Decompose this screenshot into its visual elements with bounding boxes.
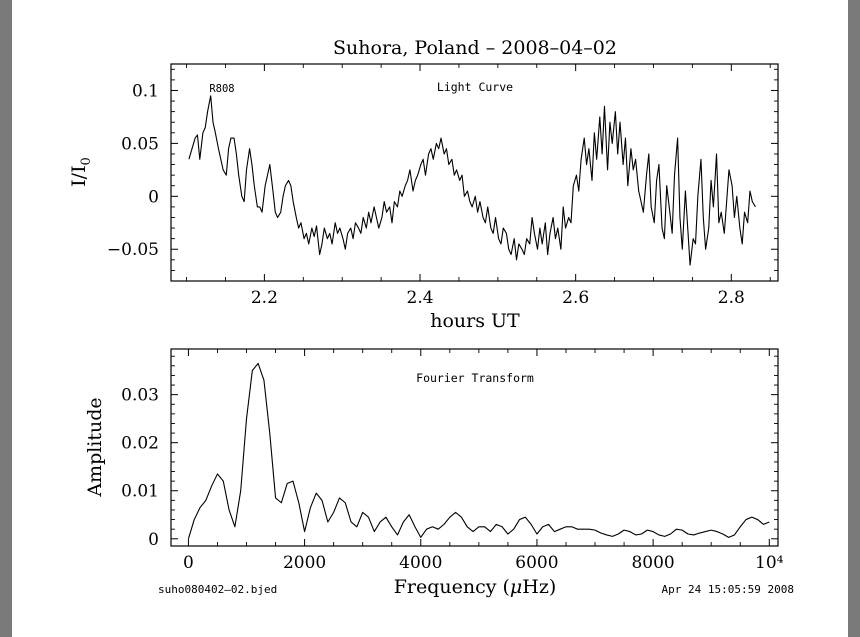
top-y-axis-label-main: I/I [68, 165, 90, 186]
bottom-axis-ticks: 0 2000 4000 6000 8000 10⁴ 0 0.01 0.02 0.03 [121, 349, 784, 573]
light-curve-line [188, 95, 756, 266]
bottom-x-tick-label: 2000 [283, 553, 326, 573]
top-y-tick-label: −0.05 [107, 240, 159, 260]
top-x-tick-label: 2.8 [718, 288, 745, 308]
top-x-tick-label: 2.4 [407, 288, 434, 308]
top-y-tick-label: 0 [148, 187, 159, 207]
bottom-y-tick-label: 0.02 [121, 434, 159, 454]
light-curve-annotation: Light Curve [437, 80, 513, 94]
top-plot-frame [170, 63, 779, 282]
bottom-y-tick-label: 0.03 [121, 386, 159, 406]
fourier-amplitude-line [187, 362, 770, 539]
freq-label-mu: μ [510, 576, 522, 598]
bottom-x-tick-label: 4000 [399, 553, 442, 573]
bottom-x-axis-label: Frequency (μHz) [394, 576, 557, 598]
bottom-y-axis-label: Amplitude [84, 397, 106, 497]
top-y-axis-label: I/I0 [68, 157, 94, 187]
bottom-y-tick-label: 0.01 [121, 482, 159, 502]
bottom-x-tick-label: 8000 [631, 553, 674, 573]
figure-title: Suhora, Poland – 2008–04–02 [333, 37, 617, 59]
footer-filename: suho080402–02.bjed [158, 583, 277, 596]
bottom-y-tick-label: 0 [148, 530, 159, 550]
top-axis-ticks: 2.2 2.4 2.6 2.8 0.1 0.05 0 −0.05 [107, 64, 778, 308]
bottom-x-tick-label: 0 [183, 553, 194, 573]
freq-label-pre: Frequency ( [394, 576, 510, 598]
bottom-plot-frame [170, 348, 779, 547]
peak-label-r808: R808 [209, 83, 234, 95]
fourier-annotation: Fourier Transform [416, 371, 534, 385]
top-y-tick-label: 0.1 [132, 81, 159, 101]
top-y-tick-label: 0.05 [121, 134, 159, 154]
freq-label-post: Hz) [522, 576, 556, 598]
top-x-tick-label: 2.6 [562, 288, 589, 308]
top-x-tick-label: 2.2 [251, 288, 278, 308]
top-x-axis-label: hours UT [430, 310, 520, 332]
bottom-x-tick-label: 10⁴ [755, 553, 784, 573]
top-y-axis-label-sub: 0 [79, 157, 94, 165]
footer-timestamp: Apr 24 15:05:59 2008 [662, 583, 794, 596]
bottom-x-tick-label: 6000 [515, 553, 558, 573]
